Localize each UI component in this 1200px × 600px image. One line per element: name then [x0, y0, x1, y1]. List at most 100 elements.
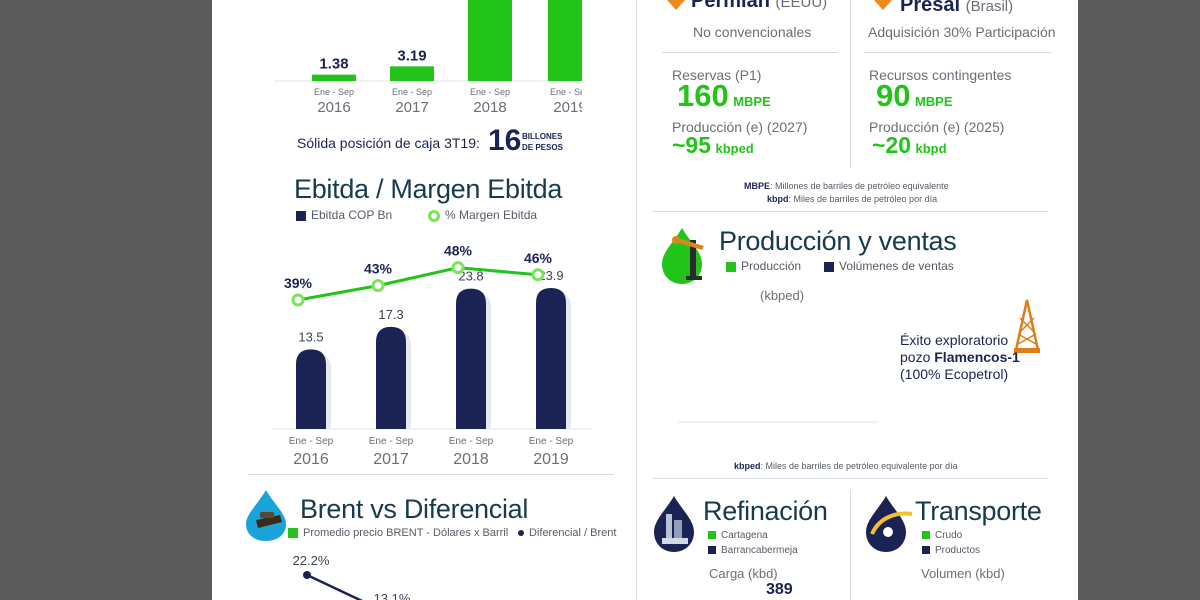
assets-footnote-2-key: kbpd [767, 194, 789, 204]
produccion-footnote-text: : Miles de barriles de petróleo equivale… [760, 461, 958, 471]
ebitda-margin-label: 46% [524, 250, 553, 266]
cash-year-label: 2019 [553, 99, 582, 116]
asset-right-metric1-value: 90 [876, 78, 911, 113]
refinacion-value: 389 [766, 581, 793, 598]
drill-rig-icon [1014, 299, 1040, 353]
asset-right-metric1-label: Recursos contingentes [869, 67, 1012, 83]
divider [662, 52, 838, 53]
divider [864, 52, 1052, 53]
produccion-legend-2: Volúmenes de ventas [824, 259, 954, 273]
ebitda-bar-label: 23.9 [538, 268, 563, 283]
asset-left-metric2: ~95 kbped [672, 132, 754, 159]
legend-swatch-green [726, 261, 736, 272]
refinacion-metric-label: Carga (kbd) [709, 566, 778, 581]
ebitda-legend-line: % Margen Ebitda [428, 208, 537, 222]
ebitda-margin-line [297, 266, 539, 302]
ebitda-period-label: Ene - Sep [369, 436, 414, 447]
cash-bar [548, 0, 582, 81]
brent-diff-label: 22.2% [293, 553, 330, 568]
transporte-legend-2-label: Productos [935, 545, 981, 556]
flame-icon [667, 0, 685, 10]
ebitda-legend-line-label: % Margen Ebitda [445, 208, 538, 222]
asset-left-metric2-unit: kbped [715, 141, 754, 156]
brent-legend-line-label: Diferencial / Brent [529, 527, 617, 539]
brent-legend-line: Diferencial / Brent [518, 527, 616, 539]
divider [652, 478, 1048, 479]
transport-icon [866, 496, 913, 552]
brent-title: Brent vs Diferencial [300, 494, 529, 524]
brent-diff-label: 13.1% [374, 591, 411, 600]
produccion-legend-1-label: Producción [741, 259, 802, 273]
ebitda-year-label: 2017 [373, 451, 409, 468]
asset-right-subtitle: Adquisición 30% Participación [868, 24, 1056, 40]
asset-left-subtitle: No convencionales [693, 24, 812, 40]
brent-legend-bar: Promedio precio BRENT - Dólares x Barril [288, 527, 508, 539]
ebitda-bar [536, 287, 566, 429]
cash-period-label: Ene - Sep [550, 87, 582, 97]
asset-right-region: (Brasil) [965, 0, 1014, 15]
ebitda-margin-label: 48% [444, 243, 473, 259]
ebitda-bar [296, 349, 326, 429]
asset-right-metric2-label: Producción (e) (2025) [869, 119, 1005, 135]
bottom-divider [850, 490, 851, 600]
cash-period-label: Ene - Sep [470, 87, 510, 97]
ebitda-chart: 13.5 Ene - Sep 2016 17.3 Ene - Sep 2017 23.8 En… [272, 243, 592, 468]
legend-swatch-dot [518, 530, 524, 537]
asset-right-metric2-value: ~20 [872, 132, 912, 158]
legend-swatch-navy [824, 261, 834, 272]
produccion-footnote: kbped: Miles de barriles de petróleo equ… [734, 461, 958, 471]
ebitda-period-label: Ene - Sep [289, 436, 334, 447]
ebitda-margin-point [451, 261, 465, 275]
ebitda-bar [376, 326, 406, 429]
asset-left-name: Permian (EEUU) [691, 0, 827, 13]
legend-swatch-navy [708, 546, 716, 555]
legend-swatch-green [922, 531, 930, 540]
oil-pump-icon [662, 228, 704, 284]
divider [652, 211, 1048, 212]
legend-swatch-green [708, 531, 716, 540]
refinacion-legend-2: Barrancabermeja [708, 545, 798, 556]
divider [248, 474, 614, 475]
ebitda-year-label: 2019 [533, 451, 569, 468]
ebitda-year-label: 2018 [453, 451, 489, 468]
infographic-sheet: 1.38 Ene - Sep 2016 3.19 Ene - Sep 2017 Ene - … [212, 0, 1078, 600]
cash-year-label: 2018 [473, 99, 506, 116]
exito-line1: Éxito exploratorio [900, 332, 1009, 348]
exito-note: Éxito exploratorio pozo Flamencos-1 (100… [900, 332, 1020, 383]
ebitda-margin-point [371, 279, 385, 293]
asset-right-name-text: Presal [900, 0, 961, 16]
brent-legend-bar-label: Promedio precio BRENT - Dólares x Barril [303, 527, 509, 539]
cash-unit: BILLONES DE PESOS [522, 131, 563, 153]
cash-chart: 1.38 Ene - Sep 2016 3.19 Ene - Sep 2017 Ene - … [274, 0, 582, 116]
refinacion-legend-1: Cartagena [708, 530, 768, 541]
refinacion-legend-2-label: Barrancabermeja [721, 545, 798, 556]
asset-right-metric2-unit: kbpd [915, 141, 947, 156]
cash-unit-top: BILLONES [522, 132, 563, 141]
ebitda-bar [456, 288, 486, 429]
assets-footnote-1: MBPE: Millones de barriles de petróleo e… [744, 181, 949, 191]
asset-left-metric2-label: Producción (e) (2027) [672, 119, 808, 135]
ebitda-legend-bar-label: Ebitda COP Bn [311, 208, 393, 222]
legend-swatch-navy [296, 210, 306, 221]
ebitda-bar-label: 23.8 [458, 269, 483, 284]
asset-right-name: Presal (Brasil) [900, 0, 1013, 17]
flame-icon [874, 0, 892, 10]
transporte-legend-1: Crudo [922, 530, 962, 541]
cash-bar-label: 1.38 [319, 56, 348, 73]
asset-right-metric2: ~20 kbpd [872, 132, 947, 159]
exito-line3: (100% Ecopetrol) [900, 366, 1009, 382]
cash-bar [312, 74, 356, 81]
brent-chart: 22.2%13.1%10.7% [293, 553, 411, 600]
ebitda-margin-point [291, 293, 305, 307]
ebitda-title: Ebitda / Margen Ebitda [294, 174, 563, 204]
transporte-metric-label: Volumen (kbd) [921, 566, 1005, 581]
exito-line2-bold: Flamencos-1 [934, 349, 1020, 365]
ebitda-year-label: 2016 [293, 451, 329, 468]
assets-footnote-2-text: : Miles de barriles de petróleo por día [788, 194, 938, 204]
cash-year-label: 2016 [317, 99, 350, 116]
ebitda-bar-label: 13.5 [298, 329, 323, 344]
refinery-icon [654, 496, 694, 552]
asset-left-metric2-value: ~95 [672, 132, 712, 158]
assets-footnote-1-text: : Millones de barriles de petróleo equiv… [770, 181, 949, 191]
